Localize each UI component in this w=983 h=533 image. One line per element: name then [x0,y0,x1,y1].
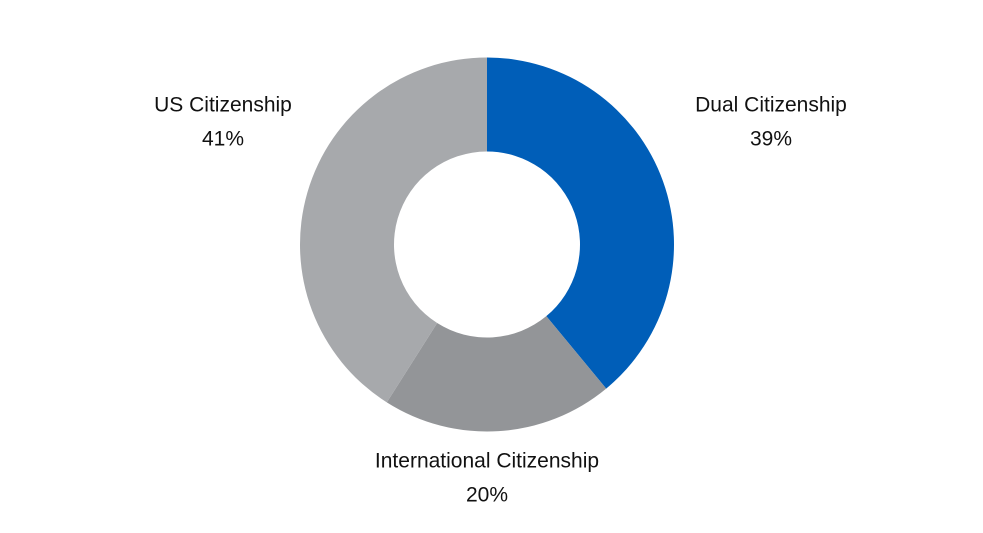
slice-label: Dual Citizenship [695,94,847,117]
slice-value-label: 20% [466,484,508,507]
slice-value-label: 39% [750,128,792,151]
donut-slice [386,316,607,432]
donut-slice [487,57,675,389]
slice-label: US Citizenship [154,94,292,117]
slice-label: International Citizenship [375,450,599,473]
slice-value-label: 41% [202,128,244,151]
donut-slice [300,57,487,403]
